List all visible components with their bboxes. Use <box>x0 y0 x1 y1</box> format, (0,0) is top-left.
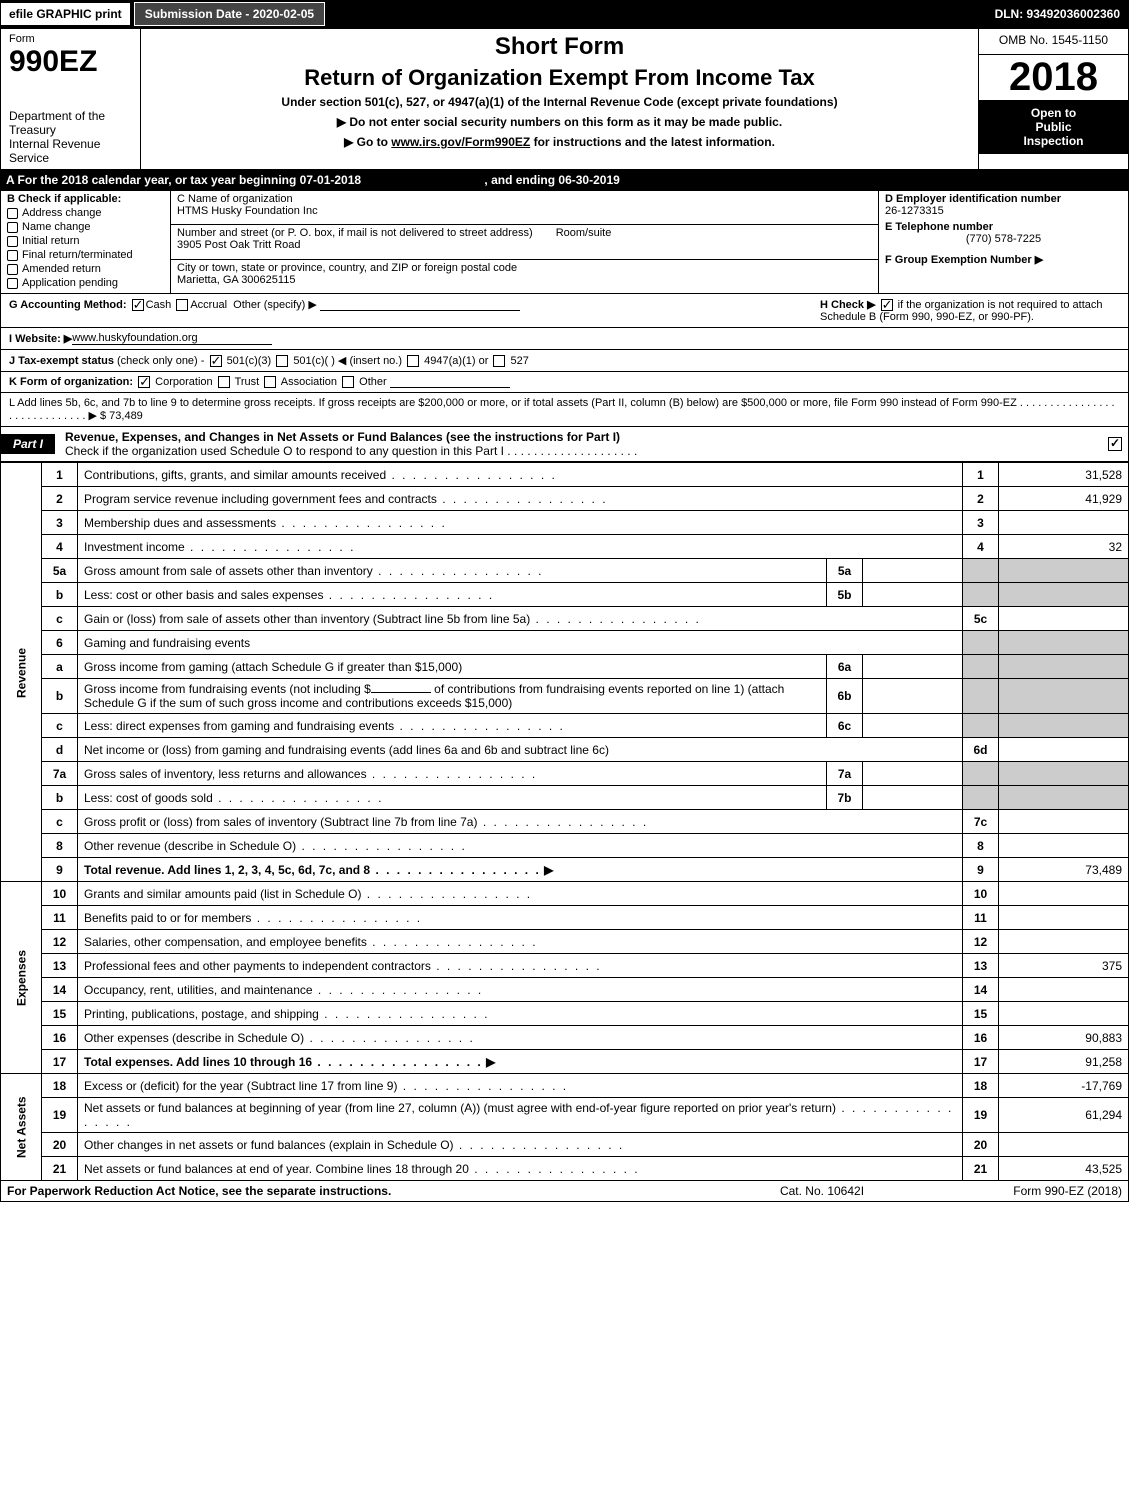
checkbox-527[interactable] <box>493 355 505 367</box>
org-name: HTMS Husky Foundation Inc <box>177 205 872 217</box>
form-label: Form <box>9 33 132 45</box>
line-6d-value <box>999 738 1129 762</box>
line-17-value: 91,258 <box>999 1050 1129 1074</box>
open-inspection: Open to Public Inspection <box>979 100 1128 154</box>
line-19-value: 61,294 <box>999 1098 1129 1133</box>
section-e-label: E Telephone number <box>885 221 1122 233</box>
efile-print-button[interactable]: efile GRAPHIC print <box>1 3 130 25</box>
checkbox-accrual[interactable] <box>176 299 188 311</box>
line-13-value: 375 <box>999 954 1129 978</box>
line-7c-value <box>999 810 1129 834</box>
period-end: 06-30-2019 <box>558 173 619 187</box>
checkbox-501c3[interactable] <box>210 355 222 367</box>
submission-date-button[interactable]: Submission Date - 2020-02-05 <box>134 2 325 26</box>
street-value: 3905 Post Oak Tritt Road <box>177 239 872 251</box>
checkbox-corporation[interactable] <box>138 376 150 388</box>
part-1-header: Part I Revenue, Expenses, and Changes in… <box>0 427 1129 462</box>
paperwork-notice: For Paperwork Reduction Act Notice, see … <box>7 1184 722 1198</box>
expenses-section-label: Expenses <box>1 882 42 1074</box>
tax-period-bar: A For the 2018 calendar year, or tax yea… <box>0 170 1129 190</box>
row-j: J Tax-exempt status (check only one) - 5… <box>0 350 1129 372</box>
line-8-value <box>999 834 1129 858</box>
revenue-section-label: Revenue <box>1 463 42 882</box>
ein-value: 26-1273315 <box>885 205 1122 217</box>
checkbox-4947[interactable] <box>407 355 419 367</box>
line-16-value: 90,883 <box>999 1026 1129 1050</box>
period-begin: 07-01-2018 <box>300 173 361 187</box>
dept-irs: Internal Revenue Service <box>9 137 132 165</box>
form-header: Form 990EZ Department of the Treasury In… <box>0 28 1129 170</box>
line-15-value <box>999 1002 1129 1026</box>
room-label: Room/suite <box>556 227 612 239</box>
line-4-value: 32 <box>999 535 1129 559</box>
irs-link[interactable]: www.irs.gov/Form990EZ <box>391 135 530 149</box>
website-value[interactable]: www.huskyfoundation.org <box>72 332 272 345</box>
checkbox-initial-return[interactable] <box>7 236 18 247</box>
checkbox-other-org[interactable] <box>342 376 354 388</box>
title-short: Short Form <box>149 33 970 61</box>
line-14-value <box>999 978 1129 1002</box>
checkbox-application-pending[interactable] <box>7 278 18 289</box>
checkbox-cash[interactable] <box>132 299 144 311</box>
dln-label: DLN: 93492036002360 <box>987 3 1128 25</box>
city-value: Marietta, GA 300625115 <box>177 274 872 286</box>
checkbox-final-return[interactable] <box>7 250 18 261</box>
line-20-value <box>999 1133 1129 1157</box>
title-main: Return of Organization Exempt From Incom… <box>149 65 970 91</box>
form-number: 990EZ <box>9 45 132 79</box>
line-18-value: -17,769 <box>999 1074 1129 1098</box>
section-f-label: F Group Exemption Number ▶ <box>885 253 1122 266</box>
row-g-h: G Accounting Method: Cash Accrual Other … <box>0 294 1129 328</box>
dept-treasury: Department of the Treasury <box>9 109 132 137</box>
checkbox-trust[interactable] <box>218 376 230 388</box>
phone-value: (770) 578-7225 <box>885 233 1122 245</box>
checkbox-name-change[interactable] <box>7 222 18 233</box>
section-b-header: B Check if applicable: <box>7 193 164 205</box>
line-9-value: 73,489 <box>999 858 1129 882</box>
part-1-tag: Part I <box>1 434 55 454</box>
row-i: I Website: ▶www.huskyfoundation.org <box>0 328 1129 350</box>
checkbox-501c[interactable] <box>276 355 288 367</box>
line-12-value <box>999 930 1129 954</box>
row-k: K Form of organization: Corporation Trus… <box>0 372 1129 393</box>
section-c-label: C Name of organization <box>177 193 872 205</box>
city-label: City or town, state or province, country… <box>177 262 872 274</box>
line-5c-value <box>999 607 1129 631</box>
top-bar: efile GRAPHIC print Submission Date - 20… <box>0 0 1129 28</box>
line-1-value: 31,528 <box>999 463 1129 487</box>
org-info-table: B Check if applicable: Address change Na… <box>0 190 1129 294</box>
checkbox-amended-return[interactable] <box>7 264 18 275</box>
section-d-label: D Employer identification number <box>885 193 1122 205</box>
row-l: L Add lines 5b, 6c, and 7b to line 9 to … <box>0 393 1129 427</box>
checkbox-association[interactable] <box>264 376 276 388</box>
line-10-value <box>999 882 1129 906</box>
checkbox-schedule-o-part1[interactable] <box>1108 437 1122 451</box>
ssn-warning: ▶ Do not enter social security numbers o… <box>149 115 970 129</box>
omb-number: OMB No. 1545-1150 <box>979 29 1129 55</box>
netassets-section-label: Net Assets <box>1 1074 42 1181</box>
tax-year: 2018 <box>979 55 1128 100</box>
line-21-value: 43,525 <box>999 1157 1129 1181</box>
line-3-value <box>999 511 1129 535</box>
line-11-value <box>999 906 1129 930</box>
form-footer-label: Form 990-EZ (2018) <box>922 1184 1122 1198</box>
instructions-line: ▶ Go to www.irs.gov/Form990EZ for instru… <box>149 135 970 149</box>
checkbox-schedule-b[interactable] <box>881 299 893 311</box>
catalog-number: Cat. No. 10642I <box>722 1184 922 1198</box>
addr-label: Number and street (or P. O. box, if mail… <box>177 227 533 239</box>
line-2-value: 41,929 <box>999 487 1129 511</box>
footer-bar: For Paperwork Reduction Act Notice, see … <box>0 1181 1129 1202</box>
title-sub: Under section 501(c), 527, or 4947(a)(1)… <box>149 95 970 109</box>
checkbox-address-change[interactable] <box>7 208 18 219</box>
main-lines-table: Revenue 1 Contributions, gifts, grants, … <box>0 462 1129 1181</box>
gross-receipts-value: 73,489 <box>109 410 143 422</box>
